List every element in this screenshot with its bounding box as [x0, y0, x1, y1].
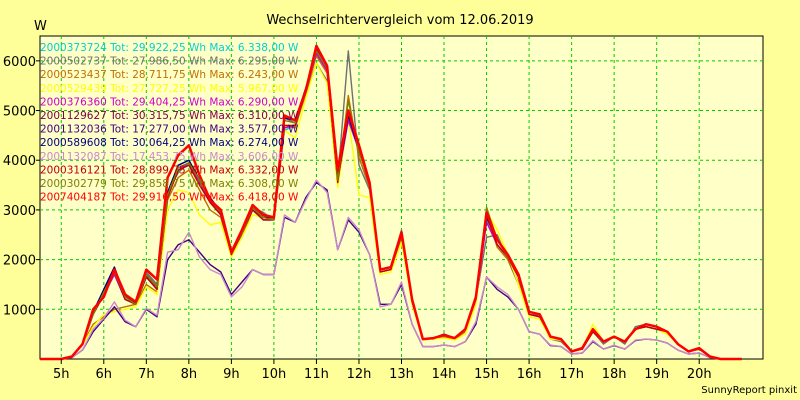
x-tick-label: 14h [432, 367, 457, 382]
x-tick-label: 20h [687, 367, 712, 382]
x-tick-label: 6h [96, 367, 113, 382]
x-tick-label: 9h [223, 367, 240, 382]
chart-title: Wechselrichtervergleich vom 12.06.2019 [266, 13, 533, 28]
y-axis-unit-label: W [34, 19, 47, 34]
legend-entry: 2001132087 Tot: 17.453,75 Wh Max: 3.606,… [40, 151, 299, 163]
x-tick-label: 17h [559, 367, 584, 382]
y-tick-label: 3000 [3, 204, 36, 219]
x-tick-label: 12h [347, 367, 372, 382]
x-tick-label: 10h [262, 367, 287, 382]
x-tick-label: 15h [474, 367, 499, 382]
legend-entry: 2001129627 Tot: 30.315,75 Wh Max: 6.310,… [40, 110, 299, 122]
legend-entry: 2007404187 Tot: 29.916,50 Wh Max: 6.418,… [40, 192, 299, 204]
series-line [40, 44, 742, 361]
legend-entry: 2000502737 Tot: 27.986,50 Wh Max: 6.295,… [40, 56, 299, 68]
y-tick-label: 1000 [3, 303, 36, 318]
legend-entry: 2000529439 Tot: 27.727,25 Wh Max: 5.967,… [40, 83, 299, 95]
plot-area [39, 35, 764, 360]
x-tick-label: 19h [644, 367, 669, 382]
legend-entry: 2001132036 Tot: 17.277,00 Wh Max: 3.577,… [40, 124, 299, 136]
x-tick-label: 8h [181, 367, 198, 382]
legend-entry: 2000316121 Tot: 28.899,75 Wh Max: 6.332,… [40, 164, 299, 176]
x-tick-label: 5h [53, 367, 70, 382]
y-axis-ticks: 1000 2000 3000 4000 5000 6000 [3, 55, 40, 318]
legend-entry: 2000376360 Tot: 29.404,25 Wh Max: 6.290,… [40, 96, 299, 108]
series-line [40, 179, 742, 360]
y-tick-label: 5000 [3, 105, 36, 120]
x-tick-label: 11h [304, 367, 329, 382]
x-tick-label: 18h [602, 367, 627, 382]
footer-credit: SunnyReport pinxit [701, 385, 797, 396]
y-tick-label: 2000 [3, 254, 36, 269]
x-tick-label: 7h [138, 367, 155, 382]
y-tick-label: 6000 [3, 55, 36, 70]
legend: 2000373724 Tot: 29.922,25 Wh Max: 6.338,… [40, 42, 299, 204]
x-tick-label: 13h [389, 367, 414, 382]
x-tick-label: 16h [517, 367, 542, 382]
legend-entry: 2000523437 Tot: 28.711,75 Wh Max: 6.243,… [40, 69, 299, 81]
x-axis-ticks: 5h 6h 7h 8h 9h 10h 11h 12h 13h 14h 15h 16h 17h 18h 19h… [53, 359, 712, 382]
y-tick-label: 4000 [3, 154, 36, 169]
legend-entry: 2000373724 Tot: 29.922,25 Wh Max: 6.338,… [40, 42, 299, 54]
legend-entry: 2000589608 Tot: 30.064,25 Wh Max: 6.274,… [40, 137, 299, 149]
legend-entry: 2000302779 Tot: 29.858,75 Wh Max: 6.308,… [40, 178, 299, 190]
series-lines [40, 44, 742, 361]
